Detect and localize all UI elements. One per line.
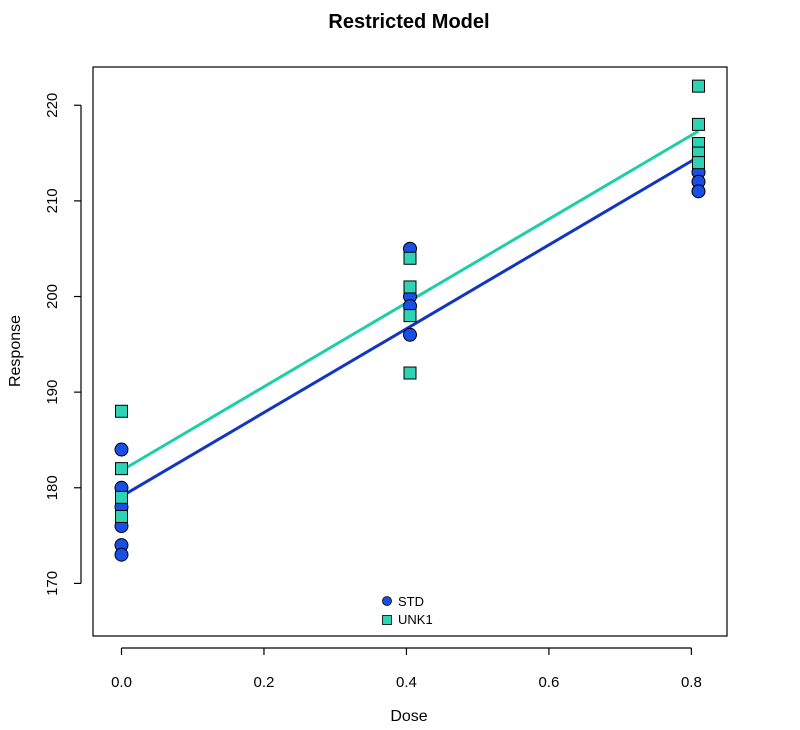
- point-unk1: [114, 509, 128, 523]
- point-unk1: [692, 79, 706, 93]
- y-tick-label: 210: [44, 188, 61, 213]
- point-unk1: [403, 251, 417, 265]
- point-std: [403, 327, 417, 342]
- point-unk1: [403, 366, 417, 380]
- legend-label-std: STD: [398, 594, 424, 609]
- legend-marker-std: [382, 596, 392, 606]
- point-unk1: [403, 280, 417, 294]
- y-tick-label: 180: [44, 475, 61, 500]
- point-unk1: [114, 462, 128, 476]
- y-axis-label: Response: [7, 315, 24, 387]
- point-std: [114, 547, 129, 562]
- data-points: [114, 79, 706, 562]
- x-axis: 0.0 0.2 0.4 0.6 0.8: [111, 647, 702, 691]
- point-std: [691, 184, 706, 199]
- x-tick-label: 0.8: [681, 674, 702, 691]
- y-tick-label: 170: [44, 571, 61, 596]
- x-tick-label: 0.6: [538, 674, 559, 691]
- x-tick-label: 0.2: [254, 674, 275, 691]
- plot-frame: [92, 66, 728, 637]
- point-unk1: [692, 156, 706, 170]
- point-unk1: [403, 309, 417, 323]
- point-unk1: [114, 404, 128, 418]
- y-tick-label: 190: [44, 380, 61, 405]
- x-tick-label: 0.0: [111, 674, 132, 691]
- point-std: [114, 442, 129, 457]
- y-axis: 170 180 190 200 210 220: [44, 93, 82, 596]
- point-unk1: [114, 490, 128, 504]
- x-tick-label: 0.4: [396, 674, 417, 691]
- point-unk1: [692, 117, 706, 131]
- legend: STD UNK1: [382, 594, 433, 627]
- x-axis-label: Dose: [390, 708, 427, 725]
- chart-title: Restricted Model: [328, 11, 489, 33]
- legend-label-unk1: UNK1: [398, 612, 433, 627]
- y-tick-label: 200: [44, 284, 61, 309]
- fit-line-std: [120, 155, 700, 498]
- legend-marker-unk1: [382, 615, 392, 625]
- y-tick-label: 220: [44, 93, 61, 118]
